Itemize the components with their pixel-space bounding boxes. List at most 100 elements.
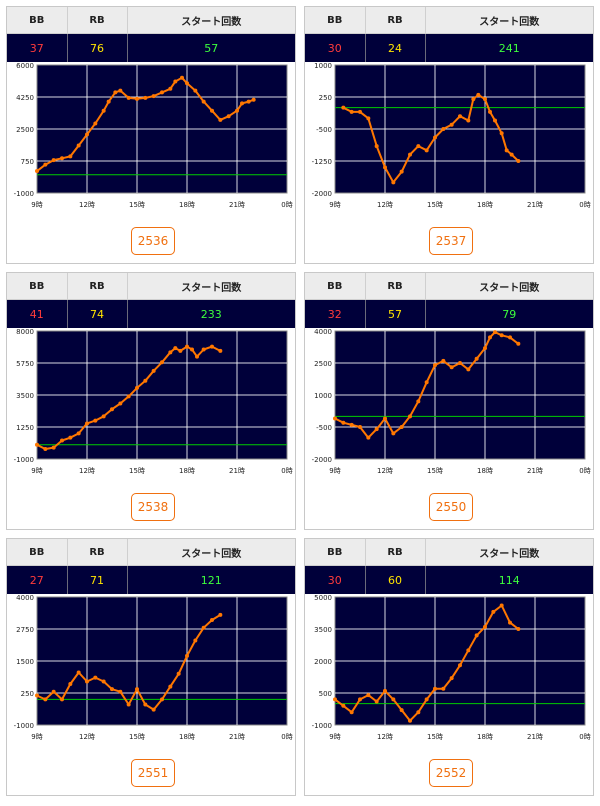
data-point (251, 97, 256, 102)
data-point (441, 358, 446, 363)
data-point (110, 687, 114, 692)
y-tick-label: -2000 (312, 456, 332, 464)
y-tick-label: 1250 (16, 424, 34, 432)
slump-graph: 6000 4250 2500 750 -1000 9時 12時 15時 18時 21時 0時 (14, 62, 293, 209)
x-tick-label: 21時 (229, 467, 245, 475)
rb-count: 76 (67, 33, 128, 62)
data-point (383, 416, 387, 421)
machine-number-button[interactable]: 2536 (131, 227, 175, 255)
x-tick-label: 21時 (229, 733, 245, 741)
data-point (408, 718, 412, 723)
data-point (210, 108, 214, 113)
x-tick-label: 9時 (31, 467, 42, 475)
start-count: 241 (425, 33, 593, 62)
data-point (85, 132, 89, 137)
data-point (126, 95, 131, 100)
data-point (180, 75, 184, 80)
data-point (358, 109, 362, 114)
data-point (341, 105, 346, 110)
data-point (471, 97, 476, 102)
data-point (366, 435, 371, 440)
data-point (160, 360, 164, 365)
x-tick-label: 0時 (281, 733, 292, 741)
data-point (433, 686, 437, 691)
slump-graph: 4000 2500 1000 -500 -2000 9時 12時 15時 18時 21時 0時 (312, 328, 591, 475)
bb-header: BB (305, 7, 366, 34)
data-point (135, 96, 139, 101)
y-tick-label: 2000 (314, 658, 332, 666)
start-count-header: スタート回数 (127, 273, 295, 300)
y-tick-label: 2500 (314, 360, 332, 368)
stats-table: BB RB スタート回数 30 60 114 (305, 539, 593, 594)
data-point (35, 693, 39, 698)
data-point (201, 625, 206, 630)
data-point (246, 99, 251, 104)
data-point (488, 335, 492, 340)
bb-count: 37 (7, 33, 68, 62)
data-point (374, 144, 379, 149)
start-count-header: スタート回数 (127, 7, 295, 34)
machine-panel: BB RB スタート回数 41 74 233 8000 5750 3500 1250 -… (6, 272, 296, 530)
rb-header: RB (67, 273, 128, 300)
data-point (143, 378, 148, 383)
data-point (474, 356, 479, 361)
machine-panel: BB RB スタート回数 30 24 241 1000 250 -500 -1250 -… (304, 6, 594, 264)
x-tick-label: 18時 (477, 201, 493, 209)
data-point (201, 347, 206, 352)
machine-number-button[interactable]: 2550 (429, 493, 473, 521)
data-point (499, 333, 504, 338)
data-point (458, 114, 462, 119)
x-tick-label: 21時 (527, 201, 543, 209)
y-tick-label: 3500 (16, 392, 34, 400)
machine-panel: BB RB スタート回数 37 76 57 6000 4250 2500 750 -10… (6, 6, 296, 264)
data-point (118, 401, 123, 406)
machine-number-button[interactable]: 2537 (429, 227, 473, 255)
data-point (168, 350, 173, 355)
data-point (516, 159, 521, 163)
data-point (168, 86, 173, 91)
data-point (110, 407, 114, 412)
bb-count: 30 (305, 565, 366, 594)
data-point (113, 90, 118, 95)
data-point (60, 697, 64, 702)
data-point (458, 663, 462, 668)
data-point (408, 414, 412, 419)
machine-number-button[interactable]: 2551 (131, 759, 175, 787)
y-tick-label: 250 (319, 94, 332, 102)
data-point (449, 122, 454, 127)
data-point (51, 689, 56, 694)
data-point (76, 670, 81, 675)
stats-table: BB RB スタート回数 27 71 121 (7, 539, 295, 594)
data-point (35, 169, 39, 174)
start-count: 121 (127, 565, 295, 594)
data-point (416, 710, 421, 715)
start-count-header: スタート回数 (425, 539, 593, 566)
data-point (106, 99, 111, 104)
data-point (143, 95, 148, 100)
machine-number-button[interactable]: 2552 (429, 759, 473, 787)
data-point (424, 697, 429, 702)
data-point (466, 648, 471, 653)
data-point (474, 633, 479, 638)
machine-panel: BB RB スタート回数 30 60 114 5000 3500 2000 500 -1… (304, 538, 594, 796)
y-tick-label: -1000 (14, 722, 34, 730)
y-tick-label: 2750 (16, 626, 34, 634)
x-tick-label: 0時 (579, 201, 590, 209)
data-point (93, 418, 98, 423)
machine-number-button[interactable]: 2538 (131, 493, 175, 521)
data-point (160, 697, 164, 702)
data-point (349, 710, 354, 715)
x-tick-label: 12時 (377, 733, 393, 741)
data-point (488, 109, 492, 114)
x-tick-label: 0時 (281, 201, 292, 209)
x-tick-label: 12時 (79, 201, 95, 209)
data-point (190, 347, 194, 352)
y-tick-label: 1500 (16, 658, 34, 666)
y-tick-label: 3500 (314, 626, 332, 634)
data-point (466, 118, 471, 123)
y-tick-label: 2500 (16, 126, 34, 134)
x-tick-label: 12時 (79, 733, 95, 741)
data-point (499, 603, 504, 608)
data-point (43, 697, 48, 702)
data-point (349, 422, 354, 427)
